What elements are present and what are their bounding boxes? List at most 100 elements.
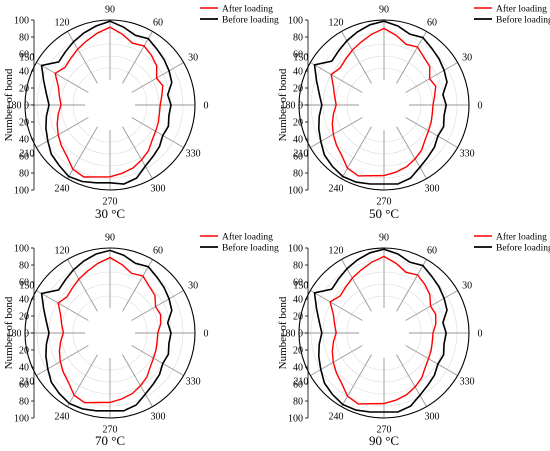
radial-tick-label: 40 — [19, 135, 29, 146]
grid-spoke — [310, 62, 363, 93]
radial-tick-label: 80 — [293, 261, 303, 272]
angle-tick-label: 300 — [425, 184, 440, 195]
panel-caption: 90 °C — [369, 433, 399, 448]
radial-tick-label: 100 — [14, 16, 29, 27]
series-after-loading-line — [329, 255, 437, 405]
grid-spoke — [310, 290, 363, 321]
angle-tick-label: 150 — [19, 281, 34, 292]
radial-tick-label: 40 — [293, 67, 303, 78]
legend-label-after: After loading — [496, 4, 547, 15]
angle-tick-label: 60 — [153, 245, 163, 256]
angle-tick-label: 210 — [293, 149, 308, 160]
radial-tick-label: 80 — [293, 397, 303, 408]
angle-tick-label: 240 — [55, 184, 70, 195]
radial-tick-label: 40 — [293, 295, 303, 306]
angle-tick-label: 210 — [19, 377, 34, 388]
grid-spoke — [67, 259, 98, 312]
polar-panel-3: 0 30 60 90 120 150 180 210 240 270 300 330 0 20 20 40 40… — [3, 232, 279, 449]
radial-tick-label: 100 — [288, 16, 303, 27]
angle-tick-label: 330 — [186, 149, 201, 160]
grid-spoke — [396, 259, 427, 312]
outer-circle — [298, 247, 470, 419]
radial-tick-label: 60 — [19, 380, 29, 391]
radial-tick-label: 40 — [19, 363, 29, 374]
axis-title: Number of bond — [277, 296, 289, 369]
radial-tick-label: 40 — [19, 67, 29, 78]
legend-label-before: Before loading — [496, 15, 550, 26]
angle-tick-label: 30 — [462, 53, 472, 64]
radial-tick-label: 80 — [293, 169, 303, 180]
radial-tick-label: 20 — [293, 346, 303, 357]
angle-tick-label: 90 — [105, 233, 115, 244]
grid-spoke — [36, 345, 89, 376]
radial-tick-label: 0 — [24, 329, 29, 340]
series-after-loading-line — [330, 27, 437, 177]
grid-spoke — [131, 117, 184, 148]
radial-tick-label: 40 — [293, 135, 303, 146]
axis-title: Number of bond — [3, 296, 15, 369]
grid-spoke — [36, 62, 89, 93]
axis-title: Number of bond — [277, 68, 289, 141]
radial-tick-label: 20 — [293, 312, 303, 323]
radial-tick-label: 40 — [19, 295, 29, 306]
radial-tick-label: 100 — [288, 186, 303, 197]
radial-tick-label: 0 — [24, 101, 29, 112]
angle-tick-label: 270 — [103, 197, 118, 208]
angle-tick-label: 330 — [186, 377, 201, 388]
radial-tick-label: 60 — [19, 50, 29, 61]
radial-tick-label: 20 — [293, 118, 303, 129]
angle-tick-label: 120 — [55, 245, 70, 256]
radial-tick-label: 20 — [293, 84, 303, 95]
radial-tick-label: 60 — [293, 152, 303, 163]
angle-tick-label: 180 — [7, 101, 22, 112]
angle-tick-label: 330 — [460, 149, 475, 160]
angle-tick-label: 150 — [293, 281, 308, 292]
radial-tick-label: 80 — [19, 397, 29, 408]
angle-tick-label: 0 — [478, 329, 483, 340]
angle-tick-label: 0 — [204, 329, 209, 340]
angle-tick-label: 270 — [103, 425, 118, 436]
grid-spoke — [396, 31, 427, 84]
angle-tick-label: 150 — [19, 53, 34, 64]
outer-circle — [298, 19, 470, 191]
grid-spoke — [122, 259, 153, 312]
series-before-loading-line — [313, 20, 448, 185]
grid-spoke — [405, 290, 458, 321]
polar-panel-1: 0 30 60 90 120 150 180 210 240 270 300 330 0 20 20 40 40… — [3, 4, 279, 222]
angle-tick-label: 180 — [281, 329, 296, 340]
polar-panel-2: 0 30 60 90 120 150 180 210 240 270 300 330 0 20 20 40 40… — [277, 4, 550, 222]
legend-label-before: Before loading — [222, 15, 279, 26]
grid-spoke — [310, 345, 363, 376]
angle-tick-label: 270 — [377, 197, 392, 208]
series-before-loading-line — [40, 20, 173, 185]
angle-tick-label: 240 — [55, 412, 70, 423]
angle-tick-label: 180 — [7, 329, 22, 340]
grid-spoke — [396, 126, 427, 179]
radial-tick-label: 80 — [19, 169, 29, 180]
axis-title: Number of bond — [3, 68, 15, 141]
radial-tick-label: 60 — [293, 380, 303, 391]
grid-spoke — [131, 290, 184, 321]
angle-tick-label: 240 — [329, 412, 344, 423]
radial-tick-label: 0 — [298, 101, 303, 112]
legend-label-after: After loading — [222, 4, 273, 15]
radial-tick-label: 60 — [19, 152, 29, 163]
polar-panel-4: 0 30 60 90 120 150 180 210 240 270 300 330 0 20 20 40 40… — [277, 232, 550, 449]
angle-tick-label: 210 — [19, 149, 34, 160]
radial-tick-label: 40 — [293, 363, 303, 374]
angle-tick-label: 60 — [427, 245, 437, 256]
legend-label-after: After loading — [496, 232, 547, 243]
angle-tick-label: 270 — [377, 425, 392, 436]
grid-spoke — [67, 354, 98, 407]
panel-caption: 70 °C — [95, 433, 125, 448]
grid-spoke — [131, 62, 184, 93]
panel-caption: 30 °C — [95, 206, 125, 221]
grid-spoke — [131, 345, 184, 376]
grid-spoke — [67, 31, 98, 84]
angle-tick-label: 330 — [460, 377, 475, 388]
legend-label-before: Before loading — [496, 243, 550, 254]
panel-caption: 50 °C — [369, 206, 399, 221]
angle-tick-label: 300 — [425, 412, 440, 423]
angle-tick-label: 180 — [281, 101, 296, 112]
radial-tick-label: 80 — [19, 261, 29, 272]
